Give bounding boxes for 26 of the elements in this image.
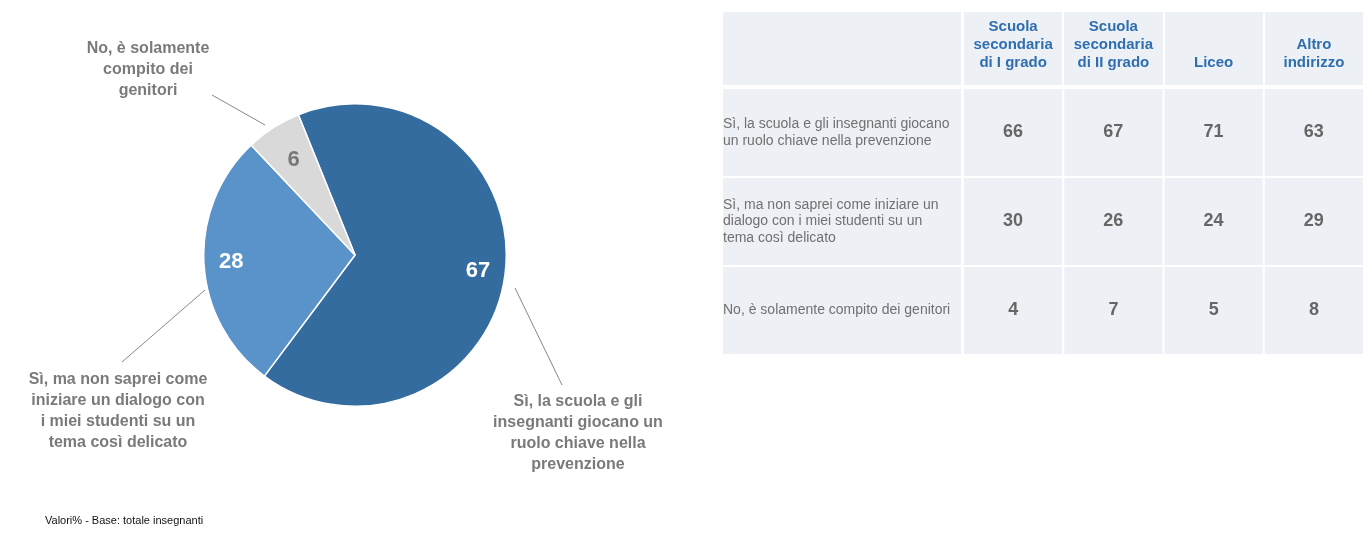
y-tick-label: Sì, la scuola e gli insegnanti giocano un ruolo chiave nella prevenzione — [723, 114, 950, 148]
data-label: 26 — [1103, 210, 1124, 231]
data-label: 5 — [1208, 299, 1219, 320]
data-label: 29 — [1303, 210, 1324, 231]
data-label: 67 — [1103, 121, 1124, 142]
data-label: 4 — [1008, 299, 1019, 320]
data-label: 6 — [287, 145, 300, 171]
slice-label: Sì, ma non saprei come iniziare un dialogo con i miei studenti su un tema così delicato — [28, 369, 208, 452]
x-tick-label: Liceo — [1194, 53, 1234, 71]
y-tick-label: No, è solamente compito dei genitori — [723, 301, 951, 318]
x-tick-label: Scuola secondaria di I grado — [973, 17, 1054, 71]
data-label: 30 — [1003, 210, 1024, 231]
text: Valori% - Base: totale insegnanti — [45, 514, 204, 526]
data-label: 63 — [1303, 121, 1324, 142]
data-label: 7 — [1108, 299, 1119, 320]
data-label: 28 — [218, 248, 244, 274]
x-tick-label: Altro indirizzo — [1283, 35, 1345, 71]
y-tick-label: Sì, ma non saprei come iniziare un dialogo con i miei studenti su un tema così delicato — [723, 195, 939, 246]
data-label: 8 — [1308, 299, 1319, 320]
data-label: 67 — [465, 257, 491, 283]
slice-label: No, è solamente compito dei genitori — [85, 38, 211, 100]
data-label: 71 — [1203, 121, 1224, 142]
data-label: 24 — [1203, 210, 1224, 231]
x-tick-label: Scuola secondaria di II grado — [1073, 17, 1154, 71]
data-label: 66 — [1003, 121, 1024, 142]
slice-label: Sì, la scuola e gli insegnanti giocano un ruolo chiave nella prevenzione — [492, 391, 664, 474]
